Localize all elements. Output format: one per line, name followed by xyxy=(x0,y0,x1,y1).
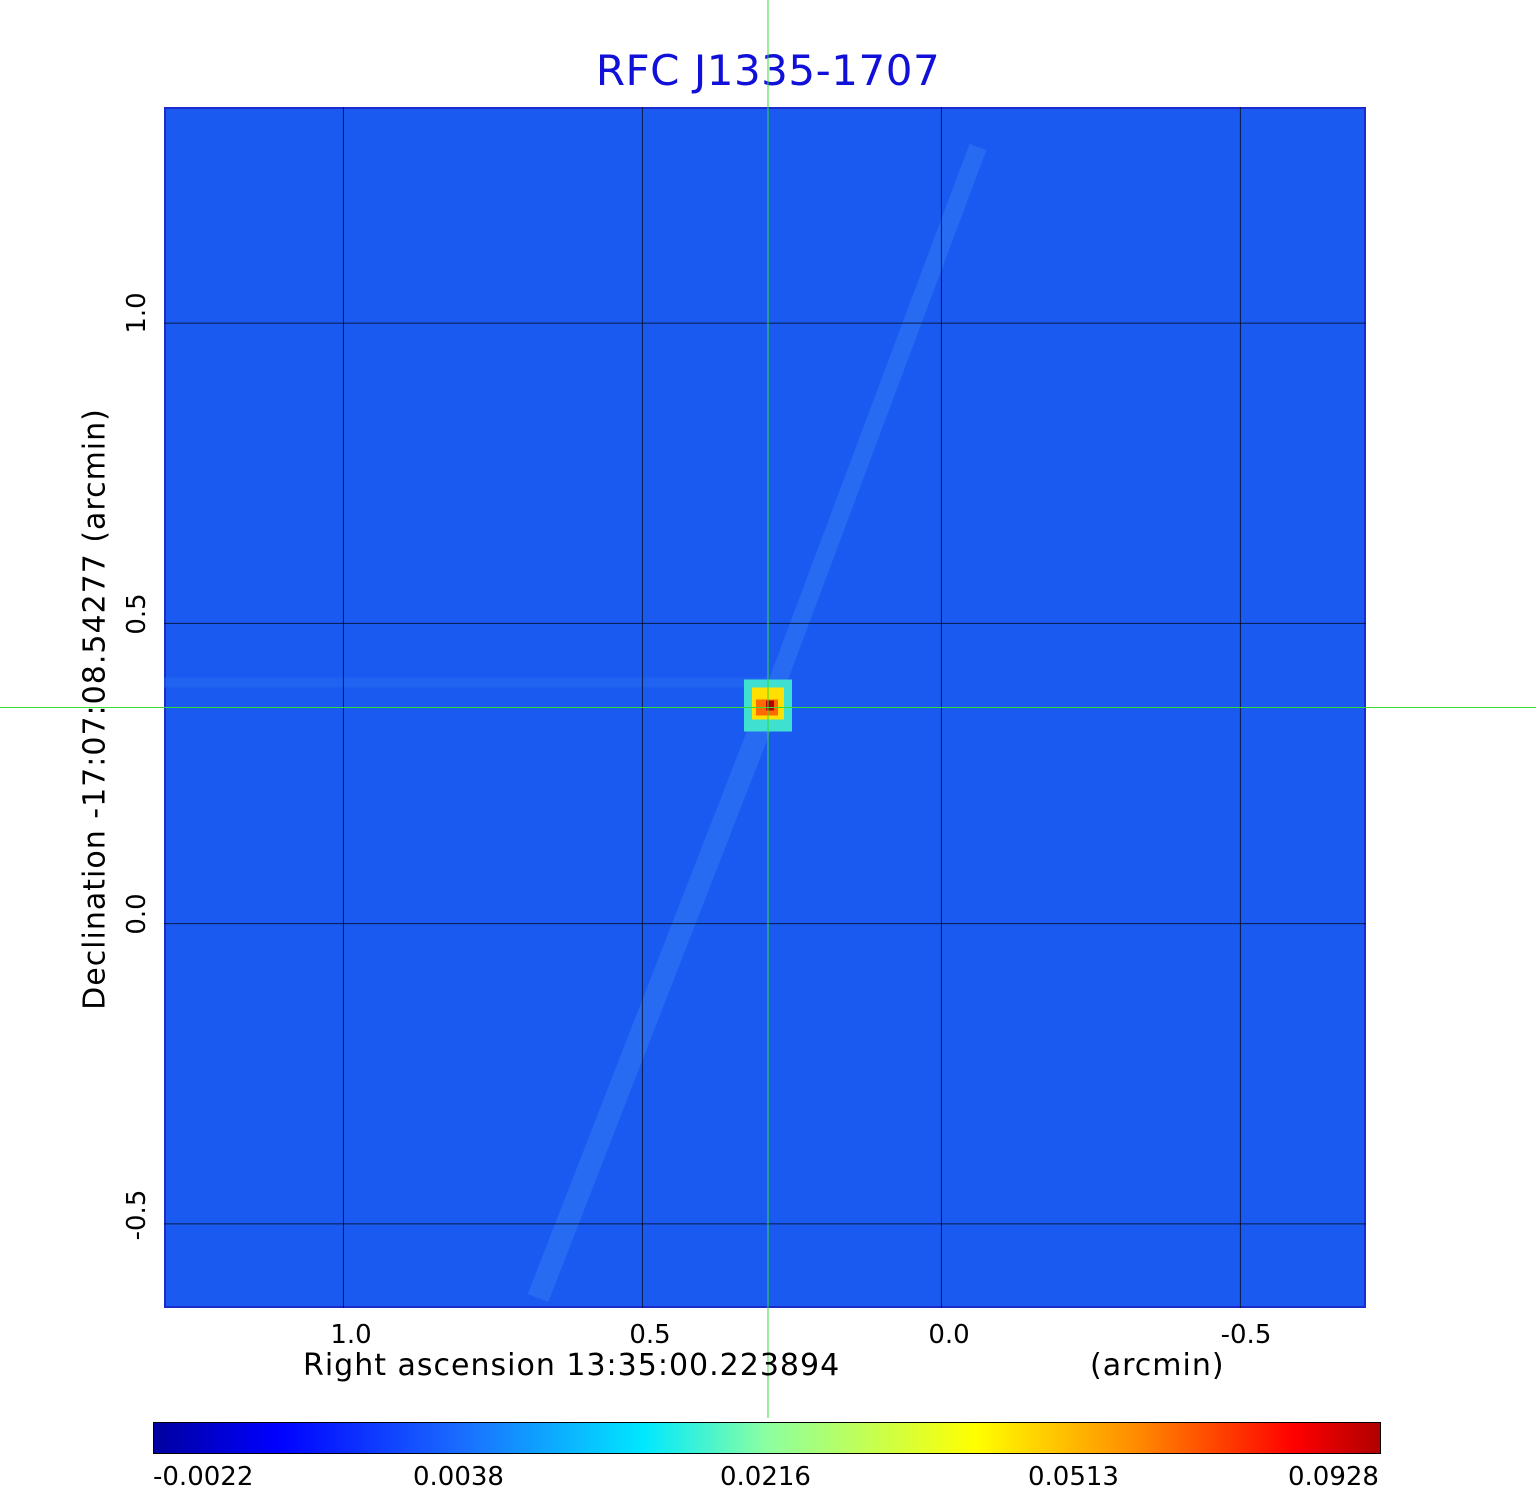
source-peak xyxy=(765,700,774,711)
colorbar-tick-label: -0.0022 xyxy=(153,1462,254,1492)
y-tick-label: 0.0 xyxy=(122,893,152,935)
colorbar-tick-label: 0.0513 xyxy=(1028,1462,1119,1492)
colorbar xyxy=(153,1422,1381,1454)
x-tick-label: -0.5 xyxy=(1220,1320,1272,1350)
x-tick-label: 0.5 xyxy=(629,1320,671,1350)
x-axis-label: Right ascension 13:35:00.223894 xyxy=(303,1348,841,1383)
x-axis-unit: (arcmin) xyxy=(1090,1348,1225,1383)
y-tick-label: 0.5 xyxy=(122,593,152,635)
y-tick-label: 1.0 xyxy=(122,292,152,334)
y-axis-label: Declination -17:07:08.54277 (arcmin) xyxy=(77,408,113,1010)
y-tick-label: -0.5 xyxy=(122,1189,152,1241)
x-tick-label: 1.0 xyxy=(330,1320,372,1350)
sidelobe-streak xyxy=(527,703,779,1302)
sidelobe-streak xyxy=(759,143,987,711)
x-tick-label: 0.0 xyxy=(928,1320,970,1350)
colorbar-tick-label: 0.0928 xyxy=(1288,1462,1379,1492)
colorbar-tick-label: 0.0216 xyxy=(720,1462,811,1492)
colorbar-tick-label: 0.0038 xyxy=(413,1462,504,1492)
